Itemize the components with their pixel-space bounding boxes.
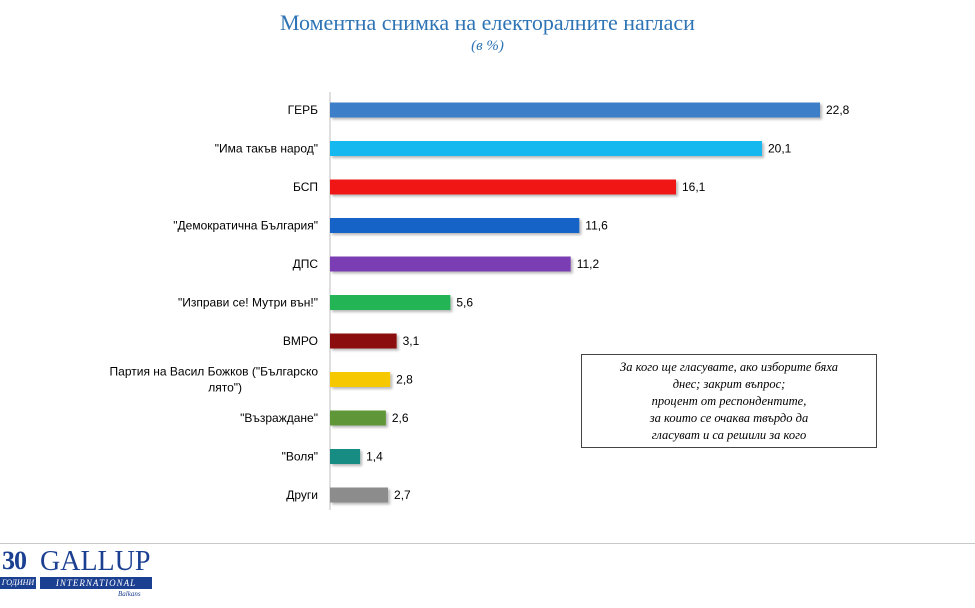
value-label: 20,1 xyxy=(768,142,792,156)
category-label: БСП xyxy=(293,180,318,194)
value-label: 11,2 xyxy=(577,257,600,271)
footer-divider xyxy=(0,543,975,544)
bar xyxy=(330,102,820,118)
logo-brand: GALLUP xyxy=(40,546,151,577)
bar xyxy=(330,410,386,426)
bar xyxy=(330,449,361,464)
note-line: процент от респондентите, xyxy=(651,394,807,408)
logo-years: 30 xyxy=(2,546,27,575)
value-label: 2,6 xyxy=(392,411,409,425)
category-label: ГЕРБ xyxy=(288,103,319,117)
value-label: 16,1 xyxy=(682,180,706,194)
bar xyxy=(330,372,391,387)
category-label: "Демократична България" xyxy=(173,219,318,233)
value-label: 2,8 xyxy=(396,373,413,387)
bar xyxy=(330,141,762,156)
logo-brand-sub: INTERNATIONAL xyxy=(40,577,152,589)
note-line: днес; закрит въпрос; xyxy=(672,377,786,391)
category-label: ДПС xyxy=(293,257,319,271)
category-label: Други xyxy=(286,488,318,502)
logo-years-caption: ГОДИНИ xyxy=(0,577,36,589)
bar xyxy=(330,487,389,503)
bar xyxy=(330,218,580,233)
methodology-note: За кого ще гласувате, ако изборите бяха … xyxy=(581,354,877,448)
bar xyxy=(330,179,677,195)
chart-subtitle: (в %) xyxy=(471,38,504,54)
bar-chart: 22,8 ГЕРБ 20,1 "Има такъв народ" 16,1 БСП 11,6… xyxy=(110,92,850,510)
note-line: за които се очаква твърдо да xyxy=(649,411,809,425)
category-label: "Има такъв народ" xyxy=(215,142,318,156)
category-label: Партия на Васил Божков ("Българско лято") xyxy=(110,365,319,395)
bar xyxy=(330,256,571,272)
category-label: "Възраждане" xyxy=(240,411,318,425)
value-label: 22,8 xyxy=(826,103,850,117)
category-label: ВМРО xyxy=(283,334,318,348)
chart-title: Моментна снимка на електоралните нагласи xyxy=(280,10,695,35)
category-label: "Воля" xyxy=(282,450,318,464)
logo-region: Balkans xyxy=(118,590,141,598)
gallup-logo: 30 ГОДИНИ GALLUP INTERNATIONAL Balkans xyxy=(0,546,160,604)
value-label: 2,7 xyxy=(394,488,411,502)
note-line: За кого ще гласувате, ако изборите бяха xyxy=(620,360,838,374)
value-label: 1,4 xyxy=(366,450,383,464)
value-label: 5,6 xyxy=(456,296,473,310)
value-label: 11,6 xyxy=(585,219,608,233)
value-label: 3,1 xyxy=(403,334,420,348)
note-line: гласуват и са решили за кого xyxy=(651,428,807,442)
bar xyxy=(330,295,451,310)
bar xyxy=(330,333,397,349)
category-label: "Изправи се! Мутри вън!" xyxy=(178,296,318,310)
